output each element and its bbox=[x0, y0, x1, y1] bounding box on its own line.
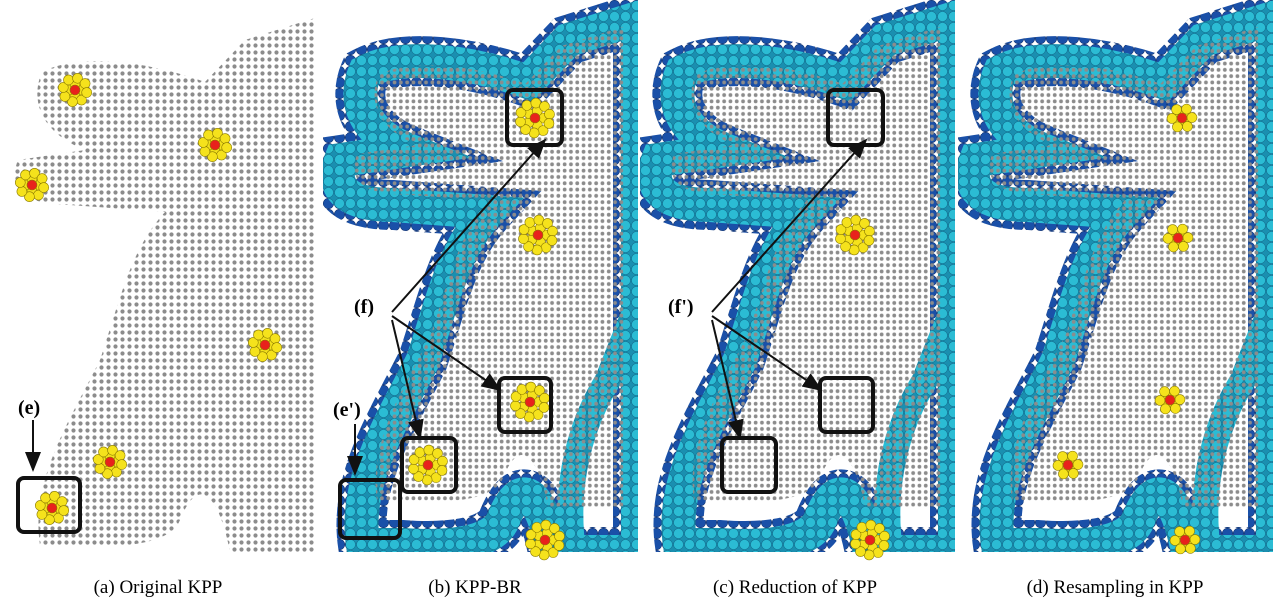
keypoint bbox=[835, 234, 845, 244]
keypoint bbox=[517, 384, 527, 394]
keypoint bbox=[864, 235, 874, 245]
keypoint bbox=[880, 531, 890, 541]
keypoint bbox=[64, 75, 74, 85]
keypoint bbox=[220, 134, 230, 144]
keypoint bbox=[200, 146, 210, 156]
keypoint bbox=[540, 535, 550, 545]
keypoint bbox=[1167, 113, 1177, 123]
caption: (b) KPP-BR bbox=[428, 577, 522, 598]
keypoint bbox=[250, 346, 260, 356]
keypoint bbox=[95, 463, 105, 473]
keypoint bbox=[1063, 460, 1073, 470]
keypoint bbox=[1177, 113, 1187, 123]
keypoint bbox=[37, 174, 47, 184]
panel-d bbox=[973, 18, 1273, 552]
keypoint bbox=[115, 451, 125, 461]
keypoint bbox=[1053, 460, 1063, 470]
figure: (e) (e') (f) (f') (a) Original KPP (b) K… bbox=[0, 0, 1275, 612]
keypoint bbox=[865, 535, 875, 545]
keypoint bbox=[857, 522, 867, 532]
panel-a bbox=[15, 18, 315, 552]
keypoint bbox=[530, 113, 540, 123]
keypoint bbox=[204, 130, 214, 140]
keypoint bbox=[59, 506, 69, 516]
keypoint bbox=[1183, 233, 1193, 243]
keypoint bbox=[37, 509, 47, 519]
keypoint bbox=[510, 401, 520, 411]
keypoint bbox=[539, 402, 549, 412]
keypoint bbox=[41, 493, 51, 503]
keypoint bbox=[850, 539, 860, 549]
caption: (c) Reduction of KPP bbox=[713, 577, 877, 598]
keypoint bbox=[1155, 395, 1165, 405]
keypoint bbox=[532, 522, 542, 532]
keypoint bbox=[210, 140, 220, 150]
caption: (a) Original KPP bbox=[94, 577, 223, 598]
keypoint bbox=[555, 531, 565, 541]
keypoint bbox=[1173, 233, 1183, 243]
keypoint bbox=[533, 230, 543, 240]
keypoint bbox=[39, 183, 49, 193]
keypoint bbox=[1190, 535, 1200, 545]
keypoint bbox=[1170, 535, 1180, 545]
keypoint bbox=[548, 226, 558, 236]
keypoint bbox=[17, 186, 27, 196]
keypoint bbox=[850, 230, 860, 240]
keypoint bbox=[515, 117, 525, 127]
keypoint bbox=[27, 180, 37, 190]
keypoint bbox=[437, 465, 447, 475]
keypoint bbox=[117, 460, 127, 470]
keypoint bbox=[57, 497, 67, 507]
keypoint bbox=[545, 109, 555, 119]
keypoint bbox=[525, 397, 535, 407]
keypoint bbox=[540, 393, 550, 403]
keypoint bbox=[518, 234, 528, 244]
keypoint bbox=[423, 460, 433, 470]
keypoint bbox=[270, 334, 280, 344]
keypoint bbox=[1073, 460, 1083, 470]
keypoint bbox=[21, 170, 31, 180]
keypoint bbox=[415, 447, 425, 457]
keypoint bbox=[879, 540, 889, 550]
panel-c bbox=[655, 18, 955, 552]
keypoint bbox=[865, 226, 875, 236]
keypoint bbox=[525, 217, 535, 227]
keypoint bbox=[547, 235, 557, 245]
label: (f) bbox=[354, 296, 374, 318]
panel-b bbox=[338, 18, 638, 552]
keypoint bbox=[105, 457, 115, 467]
keypoint bbox=[222, 143, 232, 153]
keypoint bbox=[438, 456, 448, 466]
caption: (d) Resampling in KPP bbox=[1027, 577, 1204, 598]
keypoint bbox=[99, 447, 109, 457]
keypoint bbox=[272, 343, 282, 353]
keypoint bbox=[525, 539, 535, 549]
keypoint bbox=[260, 340, 270, 350]
keypoint bbox=[1165, 395, 1175, 405]
label: (e) bbox=[18, 397, 40, 419]
label: (e') bbox=[333, 399, 361, 421]
keypoint bbox=[70, 85, 80, 95]
keypoint bbox=[1187, 113, 1197, 123]
keypoint bbox=[254, 330, 264, 340]
keypoint bbox=[1175, 395, 1185, 405]
keypoint bbox=[554, 540, 564, 550]
keypoint bbox=[522, 100, 532, 110]
keypoint bbox=[1180, 535, 1190, 545]
keypoint bbox=[842, 217, 852, 227]
label: (f') bbox=[668, 296, 694, 318]
keypoint bbox=[544, 118, 554, 128]
keypoint bbox=[82, 88, 92, 98]
keypoint bbox=[1163, 233, 1173, 243]
keypoint bbox=[60, 91, 70, 101]
keypoint bbox=[47, 503, 57, 513]
keypoint bbox=[408, 464, 418, 474]
keypoint bbox=[80, 79, 90, 89]
